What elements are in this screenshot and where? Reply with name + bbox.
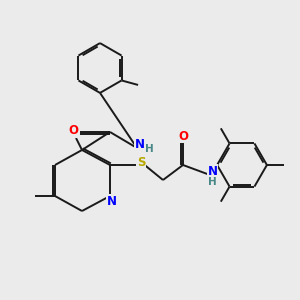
Text: N: N (207, 165, 218, 178)
Text: H: H (145, 144, 153, 154)
Text: H: H (208, 177, 217, 187)
Text: O: O (68, 124, 78, 137)
Text: N: N (106, 195, 116, 208)
Text: O: O (178, 130, 188, 143)
Text: S: S (137, 156, 145, 169)
Text: N: N (134, 138, 144, 151)
